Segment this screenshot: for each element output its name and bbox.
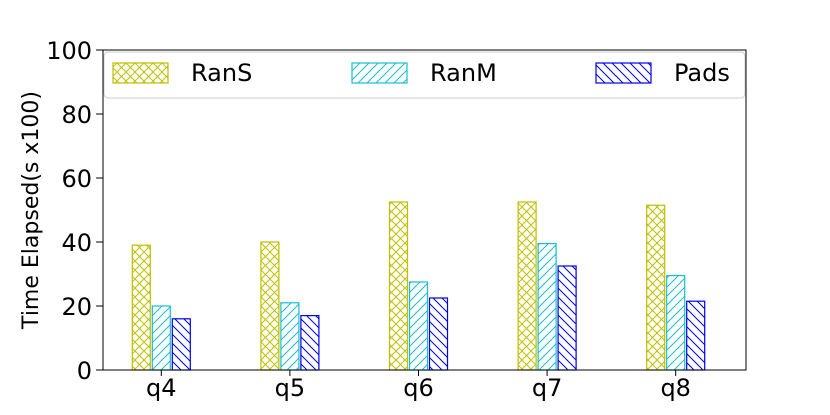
bar-rans-q6 xyxy=(388,201,409,371)
bar-ranm-q5 xyxy=(280,302,300,371)
bar-ranm-q8 xyxy=(666,275,686,371)
y-tick-label: 100 xyxy=(46,37,92,65)
legend-swatch-rans xyxy=(112,62,169,84)
bar-ranm-q7 xyxy=(537,243,557,371)
y-axis-label: Time Elapsed(s x100) xyxy=(19,91,44,330)
legend-swatch-pads xyxy=(595,62,652,84)
bar-ranm-q4 xyxy=(151,305,171,371)
x-ticks: q4 q5 q6 q7 q8 xyxy=(146,370,691,402)
x-tick-label-q8: q8 xyxy=(660,374,691,402)
x-tick-label-q7: q7 xyxy=(532,374,563,402)
bar-ranm-q6 xyxy=(408,281,429,371)
bars-layer xyxy=(131,201,706,371)
y-tick-label: 0 xyxy=(77,357,92,385)
legend-label-pads: Pads xyxy=(674,59,730,87)
bar-rans-q5 xyxy=(260,241,280,371)
legend-box xyxy=(103,51,746,99)
y-tick-label: 40 xyxy=(61,229,92,257)
plot-frame xyxy=(102,49,747,371)
y-tick-label: 80 xyxy=(61,101,92,129)
legend: RanS RanM Pads xyxy=(103,51,746,99)
x-tick-label-q4: q4 xyxy=(146,374,177,402)
bar-pads-q7 xyxy=(557,265,577,371)
bar-pads-q6 xyxy=(428,297,449,371)
bar-rans-q7 xyxy=(517,201,537,371)
y-tick-label: 60 xyxy=(61,165,92,193)
bar-rans-q8 xyxy=(646,204,666,371)
bar-pads-q8 xyxy=(686,300,706,371)
bar-pads-q5 xyxy=(300,315,320,371)
legend-label-ranm: RanM xyxy=(430,59,497,87)
bar-rans-q4 xyxy=(131,244,151,371)
legend-label-rans: RanS xyxy=(191,59,252,87)
x-tick-label-q6: q6 xyxy=(403,374,434,402)
y-axis-label-text: Time Elapsed(s x100) xyxy=(19,91,44,330)
y-tick-label: 20 xyxy=(61,293,92,321)
y-ticks: 0 20 40 60 80 100 xyxy=(46,37,103,385)
bar-pads-q4 xyxy=(171,318,191,371)
x-tick-label-q5: q5 xyxy=(275,374,306,402)
legend-swatch-ranm xyxy=(351,62,408,84)
